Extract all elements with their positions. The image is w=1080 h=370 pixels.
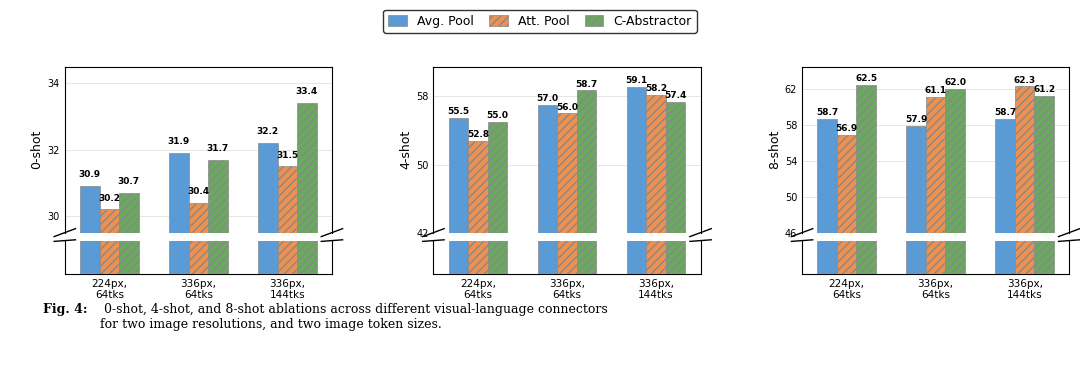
Bar bbox=[945, 89, 966, 370]
Text: 30.2: 30.2 bbox=[98, 194, 120, 203]
Bar bbox=[837, 89, 856, 370]
Text: Fig. 4:: Fig. 4: bbox=[43, 303, 87, 316]
Text: 32.2: 32.2 bbox=[257, 127, 279, 136]
Bar bbox=[1015, 86, 1035, 370]
Bar bbox=[666, 29, 686, 370]
Text: 58.7: 58.7 bbox=[576, 80, 597, 89]
Bar bbox=[926, 33, 945, 370]
Bar bbox=[297, 165, 316, 370]
Bar bbox=[297, 103, 316, 370]
Bar bbox=[168, 199, 189, 370]
Bar bbox=[278, 208, 297, 370]
Bar bbox=[1035, 32, 1054, 370]
Bar bbox=[666, 101, 686, 370]
Text: 30.7: 30.7 bbox=[118, 177, 140, 186]
Y-axis label: 4-shot: 4-shot bbox=[399, 130, 413, 169]
Text: 33.4: 33.4 bbox=[296, 87, 319, 97]
Text: 57.4: 57.4 bbox=[664, 91, 687, 100]
Bar bbox=[646, 19, 666, 370]
Bar bbox=[818, 119, 837, 370]
Bar bbox=[448, 55, 468, 370]
Text: 52.8: 52.8 bbox=[467, 130, 489, 139]
Text: 57.9: 57.9 bbox=[905, 115, 928, 124]
Text: 57.0: 57.0 bbox=[537, 94, 558, 103]
Text: 58.2: 58.2 bbox=[645, 84, 667, 93]
Bar bbox=[278, 166, 297, 370]
Bar bbox=[99, 209, 119, 370]
Bar bbox=[119, 225, 138, 370]
Y-axis label: 0-shot: 0-shot bbox=[30, 130, 43, 169]
Bar bbox=[945, 21, 966, 370]
Bar bbox=[906, 76, 926, 370]
Text: 58.7: 58.7 bbox=[994, 108, 1016, 117]
Bar bbox=[189, 203, 208, 370]
Text: 55.5: 55.5 bbox=[447, 107, 470, 116]
Text: 62.5: 62.5 bbox=[855, 74, 877, 83]
Bar bbox=[538, 35, 557, 370]
Bar bbox=[189, 232, 208, 370]
Bar bbox=[488, 61, 508, 370]
Bar bbox=[1035, 96, 1054, 370]
Text: 56.9: 56.9 bbox=[836, 124, 858, 133]
Text: 62.3: 62.3 bbox=[1014, 75, 1036, 85]
Text: 59.1: 59.1 bbox=[625, 76, 648, 85]
Bar bbox=[80, 186, 99, 370]
Bar bbox=[258, 192, 278, 370]
Text: 31.9: 31.9 bbox=[167, 137, 190, 146]
Bar bbox=[577, 90, 596, 370]
Bar bbox=[488, 122, 508, 370]
Bar bbox=[996, 65, 1015, 370]
Bar bbox=[80, 221, 99, 370]
Text: 30.4: 30.4 bbox=[187, 187, 210, 196]
Text: 61.1: 61.1 bbox=[924, 86, 947, 95]
Bar bbox=[258, 143, 278, 370]
Bar bbox=[577, 12, 596, 370]
Bar bbox=[818, 65, 837, 370]
Text: 0-shot, 4-shot, and 8-shot ablations across different visual-language connectors: 0-shot, 4-shot, and 8-shot ablations acr… bbox=[100, 303, 608, 332]
Bar bbox=[468, 141, 488, 370]
Bar bbox=[468, 91, 488, 370]
Bar bbox=[168, 153, 189, 370]
Text: 55.0: 55.0 bbox=[487, 111, 509, 120]
Bar bbox=[996, 119, 1015, 370]
Legend: Avg. Pool, Att. Pool, C-Abstractor: Avg. Pool, Att. Pool, C-Abstractor bbox=[383, 10, 697, 33]
Bar bbox=[208, 159, 228, 370]
Text: 31.5: 31.5 bbox=[276, 151, 298, 159]
Bar bbox=[906, 126, 926, 370]
Bar bbox=[119, 193, 138, 370]
Bar bbox=[99, 236, 119, 370]
Text: 58.7: 58.7 bbox=[815, 108, 838, 117]
Bar bbox=[646, 95, 666, 370]
Bar bbox=[1015, 17, 1035, 370]
Bar bbox=[208, 203, 228, 370]
Text: 62.0: 62.0 bbox=[944, 78, 967, 87]
Bar bbox=[856, 15, 876, 370]
Text: 56.0: 56.0 bbox=[556, 103, 578, 112]
Bar bbox=[538, 105, 557, 370]
Text: 30.9: 30.9 bbox=[79, 171, 100, 179]
Bar bbox=[926, 97, 945, 370]
Y-axis label: 8-shot: 8-shot bbox=[768, 130, 781, 169]
Text: 31.7: 31.7 bbox=[207, 144, 229, 153]
Bar bbox=[626, 7, 646, 370]
Bar bbox=[856, 85, 876, 370]
Text: 61.2: 61.2 bbox=[1034, 85, 1055, 94]
Bar bbox=[837, 135, 856, 370]
Bar bbox=[557, 114, 577, 370]
Bar bbox=[448, 118, 468, 370]
Bar bbox=[626, 87, 646, 370]
Bar bbox=[557, 48, 577, 370]
